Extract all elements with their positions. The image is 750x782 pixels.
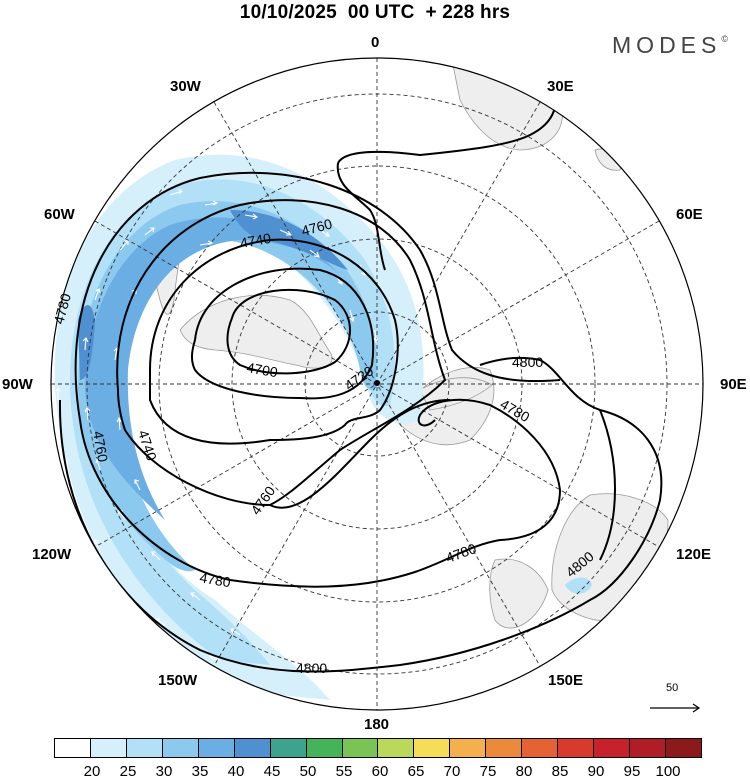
map-boundary [50, 57, 704, 711]
contour-4700 [226, 289, 351, 375]
colorbar-tick-label: 95 [623, 763, 641, 780]
colorbar-tick-label: 25 [119, 763, 137, 780]
colorbar-segment [558, 739, 595, 757]
reference-vector-arrow [650, 703, 701, 713]
colorbar-tick-label: 65 [407, 763, 425, 780]
low-center-marker [374, 380, 380, 386]
lon-label-90e: 90E [720, 376, 747, 393]
antarctic-peninsula [179, 295, 333, 369]
colorbar-tick-label: 70 [443, 763, 461, 780]
contour-4760-outer [269, 399, 451, 509]
colorbar-tick-label: 30 [155, 763, 173, 780]
colorbar-tick-label: 40 [227, 763, 245, 780]
contour-4720 [191, 267, 375, 400]
lon-label-150w: 150W [158, 672, 198, 689]
colorbar-segment [594, 739, 630, 757]
colorbar-segment [378, 739, 415, 757]
colorbar-segment [90, 739, 127, 757]
sub-antarctic-island [594, 148, 622, 171]
colorbar-segment [450, 739, 487, 757]
colorbar-segment [234, 739, 271, 757]
colorbar-tick-label: 90 [587, 763, 605, 780]
contour-4780-inner [336, 162, 386, 271]
colorbar-segment [342, 739, 379, 757]
colorbar-segment [270, 739, 307, 757]
contour-label: 4740 [239, 230, 273, 251]
colorbar-segment [126, 739, 163, 757]
brand-mark: © [721, 34, 728, 44]
contour-label: 4780 [444, 540, 479, 566]
new-zealand [489, 558, 549, 629]
contour-4740 [149, 238, 399, 445]
contour-4780-south [79, 398, 562, 588]
colorbar-tick-label: 45 [263, 763, 281, 780]
contour-4780-north [337, 81, 557, 164]
contour-4800-east [599, 409, 616, 561]
contour-label: 4780 [50, 291, 74, 325]
contour-label: 4740 [135, 428, 160, 463]
contour-4800 [58, 356, 663, 673]
modes-logo: MODES© [612, 32, 728, 59]
colorbar-tick-label: 75 [479, 763, 497, 780]
contour-label: 4700 [245, 359, 279, 380]
contour-label: 4800 [296, 660, 327, 676]
lon-label-90w: 90W [2, 376, 33, 393]
colorbar-tick-label: 85 [551, 763, 569, 780]
lon-label-150e: 150E [548, 672, 584, 689]
colorbar-segment [198, 739, 235, 757]
colorbar-segment [665, 739, 701, 757]
colorbar-tick-label: 100 [655, 763, 681, 780]
contour-4760 [116, 199, 447, 507]
brand-name: MODES [612, 32, 722, 58]
lon-label-120e: 120E [676, 546, 712, 563]
lon-label-60e: 60E [676, 206, 703, 223]
colorbar-tick-label: 35 [191, 763, 209, 780]
colorbar [54, 738, 702, 758]
colorbar-tick-label: 55 [335, 763, 353, 780]
colorbar-tick-label: 80 [515, 763, 533, 780]
contour-4780-west [74, 171, 561, 421]
colorbar-segment [162, 739, 199, 757]
colorbar-segment [55, 739, 91, 757]
geopotential-contours [58, 81, 663, 673]
lon-label-0: 0 [371, 34, 380, 51]
contour-label: 4760 [300, 215, 334, 239]
lon-label-30w: 30W [170, 78, 201, 95]
lon-label-180: 180 [364, 716, 390, 733]
colorbar-tick-label: 20 [83, 763, 101, 780]
lon-label-120w: 120W [32, 546, 72, 563]
contour-label: 4760 [247, 483, 278, 518]
colorbar-segment [306, 739, 343, 757]
colorbar-segment [630, 739, 666, 757]
colorbar-tick-label: 60 [371, 763, 389, 780]
colorbar-segment [522, 739, 559, 757]
reference-vector-label: 50 [666, 682, 679, 694]
colorbar-tick-label: 50 [299, 763, 317, 780]
colorbar-segment [486, 739, 523, 757]
colorbar-segment [414, 739, 451, 757]
contour-label: 4780 [198, 569, 232, 590]
lon-label-30e: 30E [547, 78, 574, 95]
contour-label: 4800 [512, 354, 543, 370]
map-title: 10/10/2025 00 UTC + 228 hrs [239, 2, 511, 23]
contour-label: 4760 [90, 430, 111, 464]
lon-label-60w: 60W [44, 206, 75, 223]
